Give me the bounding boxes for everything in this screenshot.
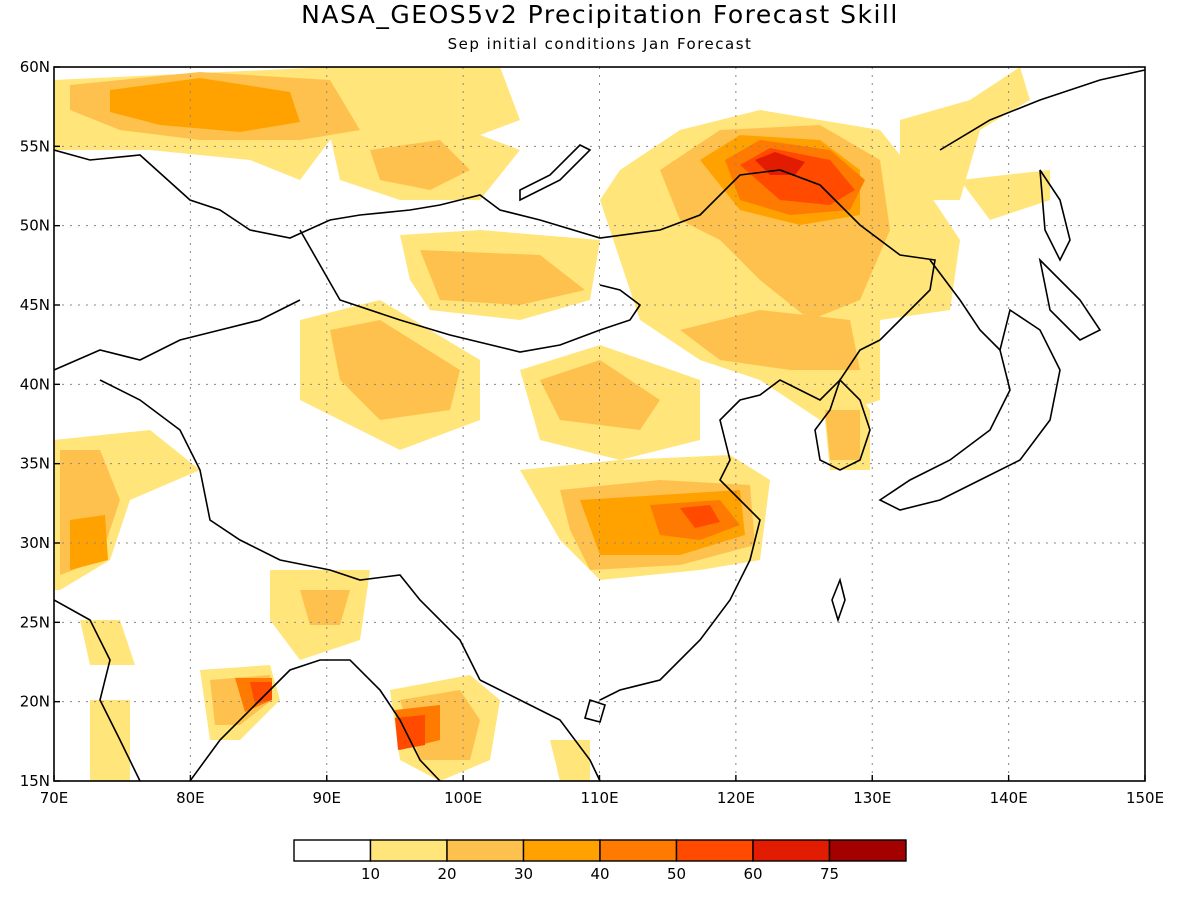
colorbar-swatch — [522, 839, 601, 862]
y-tick-label: 45N — [20, 296, 50, 314]
y-tick-label: 35N — [20, 455, 50, 473]
colorbar-swatch — [446, 839, 525, 862]
colorbar-label: 10 — [361, 865, 380, 883]
y-tick-label: 15N — [20, 772, 50, 790]
coast-okhotsk — [939, 69, 1145, 151]
colorbar-label: 30 — [514, 865, 533, 883]
y-tick-label: 60N — [20, 58, 50, 76]
coast-bengal — [189, 659, 441, 781]
x-tick-label: 150E — [1126, 789, 1164, 807]
border-central-asia — [54, 299, 301, 371]
skill-region-india-west — [80, 620, 135, 665]
skill-region-yangtze-l5 — [680, 505, 720, 528]
coast-hainan — [584, 698, 606, 723]
colorbar-swatch — [752, 839, 831, 862]
skill-region-indochina — [550, 740, 590, 781]
skill-region-pakistan-l3 — [70, 515, 108, 570]
skill-region-nw-siberia-l3 — [110, 78, 300, 132]
map-title: NASA_GEOS5v2 Precipitation Forecast Skil… — [301, 0, 899, 29]
colorbar: 10 20 30 40 50 60 75 — [293, 839, 907, 883]
x-tick-label: 70E — [40, 789, 69, 807]
skill-region-okhotsk — [960, 170, 1050, 220]
x-tick-label: 100E — [444, 789, 482, 807]
skill-region-ne-china-l2 — [680, 310, 860, 370]
y-tick-label: 40N — [20, 375, 50, 393]
x-tick-label: 90E — [312, 789, 341, 807]
x-tick-label: 140E — [990, 789, 1028, 807]
coast-sakhalin — [1039, 169, 1071, 262]
colorbar-label: 60 — [743, 865, 762, 883]
map-subtitle: Sep initial conditions Jan Forecast — [447, 35, 753, 53]
coast-china-east — [599, 339, 881, 701]
colorbar-label: 40 — [590, 865, 609, 883]
y-tick-label: 30N — [20, 534, 50, 552]
x-tick-label: 80E — [176, 789, 205, 807]
coast-japan — [878, 308, 1061, 511]
x-tick-labels: 70E 80E 90E 100E 110E 120E 130E 140E 150E — [40, 775, 1164, 807]
y-tick-label: 55N — [20, 137, 50, 155]
skill-region-central-siberia-l2 — [370, 140, 470, 190]
skill-region-amur-l6 — [755, 152, 805, 175]
skill-region-fareast-north — [900, 67, 1030, 200]
coast-taiwan — [831, 577, 846, 623]
skill-region-mongolia-l2 — [420, 250, 585, 305]
y-tick-labels: 60N 55N 50N 45N 40N 35N 30N 25N 20N 15N — [20, 58, 60, 790]
skill-region-korea-l2 — [825, 410, 860, 460]
skill-region-east-india-l4 — [250, 682, 272, 704]
colorbar-label: 20 — [437, 865, 456, 883]
colorbar-swatch — [675, 839, 754, 862]
y-tick-label: 50N — [20, 217, 50, 235]
colorbar-swatch — [369, 839, 448, 862]
colorbar-label: 75 — [820, 865, 839, 883]
coast-indochina — [479, 679, 601, 781]
colorbar-swatch — [599, 839, 678, 862]
coast-india — [54, 599, 141, 781]
coastlines — [54, 69, 1145, 781]
coast-manchuria — [929, 259, 1001, 351]
coast-hokkaido — [1038, 257, 1102, 341]
x-tick-label: 110E — [580, 789, 618, 807]
border-russia-kazakhstan — [54, 149, 936, 341]
map-grid — [54, 67, 1145, 781]
skill-region-bengal-north-l2 — [300, 590, 350, 625]
skill-region-india-south — [90, 700, 130, 781]
colorbar-swatch — [828, 839, 907, 862]
coast-korea — [814, 378, 871, 471]
x-tick-label: 130E — [853, 789, 891, 807]
border-china-west — [99, 379, 481, 681]
y-tick-label: 25N — [20, 613, 50, 631]
border-mongolia-south — [299, 229, 642, 353]
lake-baikal — [519, 144, 592, 202]
x-tick-label: 120E — [717, 789, 755, 807]
colorbar-label: 50 — [667, 865, 686, 883]
colorbar-swatch — [293, 839, 372, 862]
y-tick-label: 20N — [20, 693, 50, 711]
skill-region-tibet-north-l2 — [330, 320, 460, 420]
